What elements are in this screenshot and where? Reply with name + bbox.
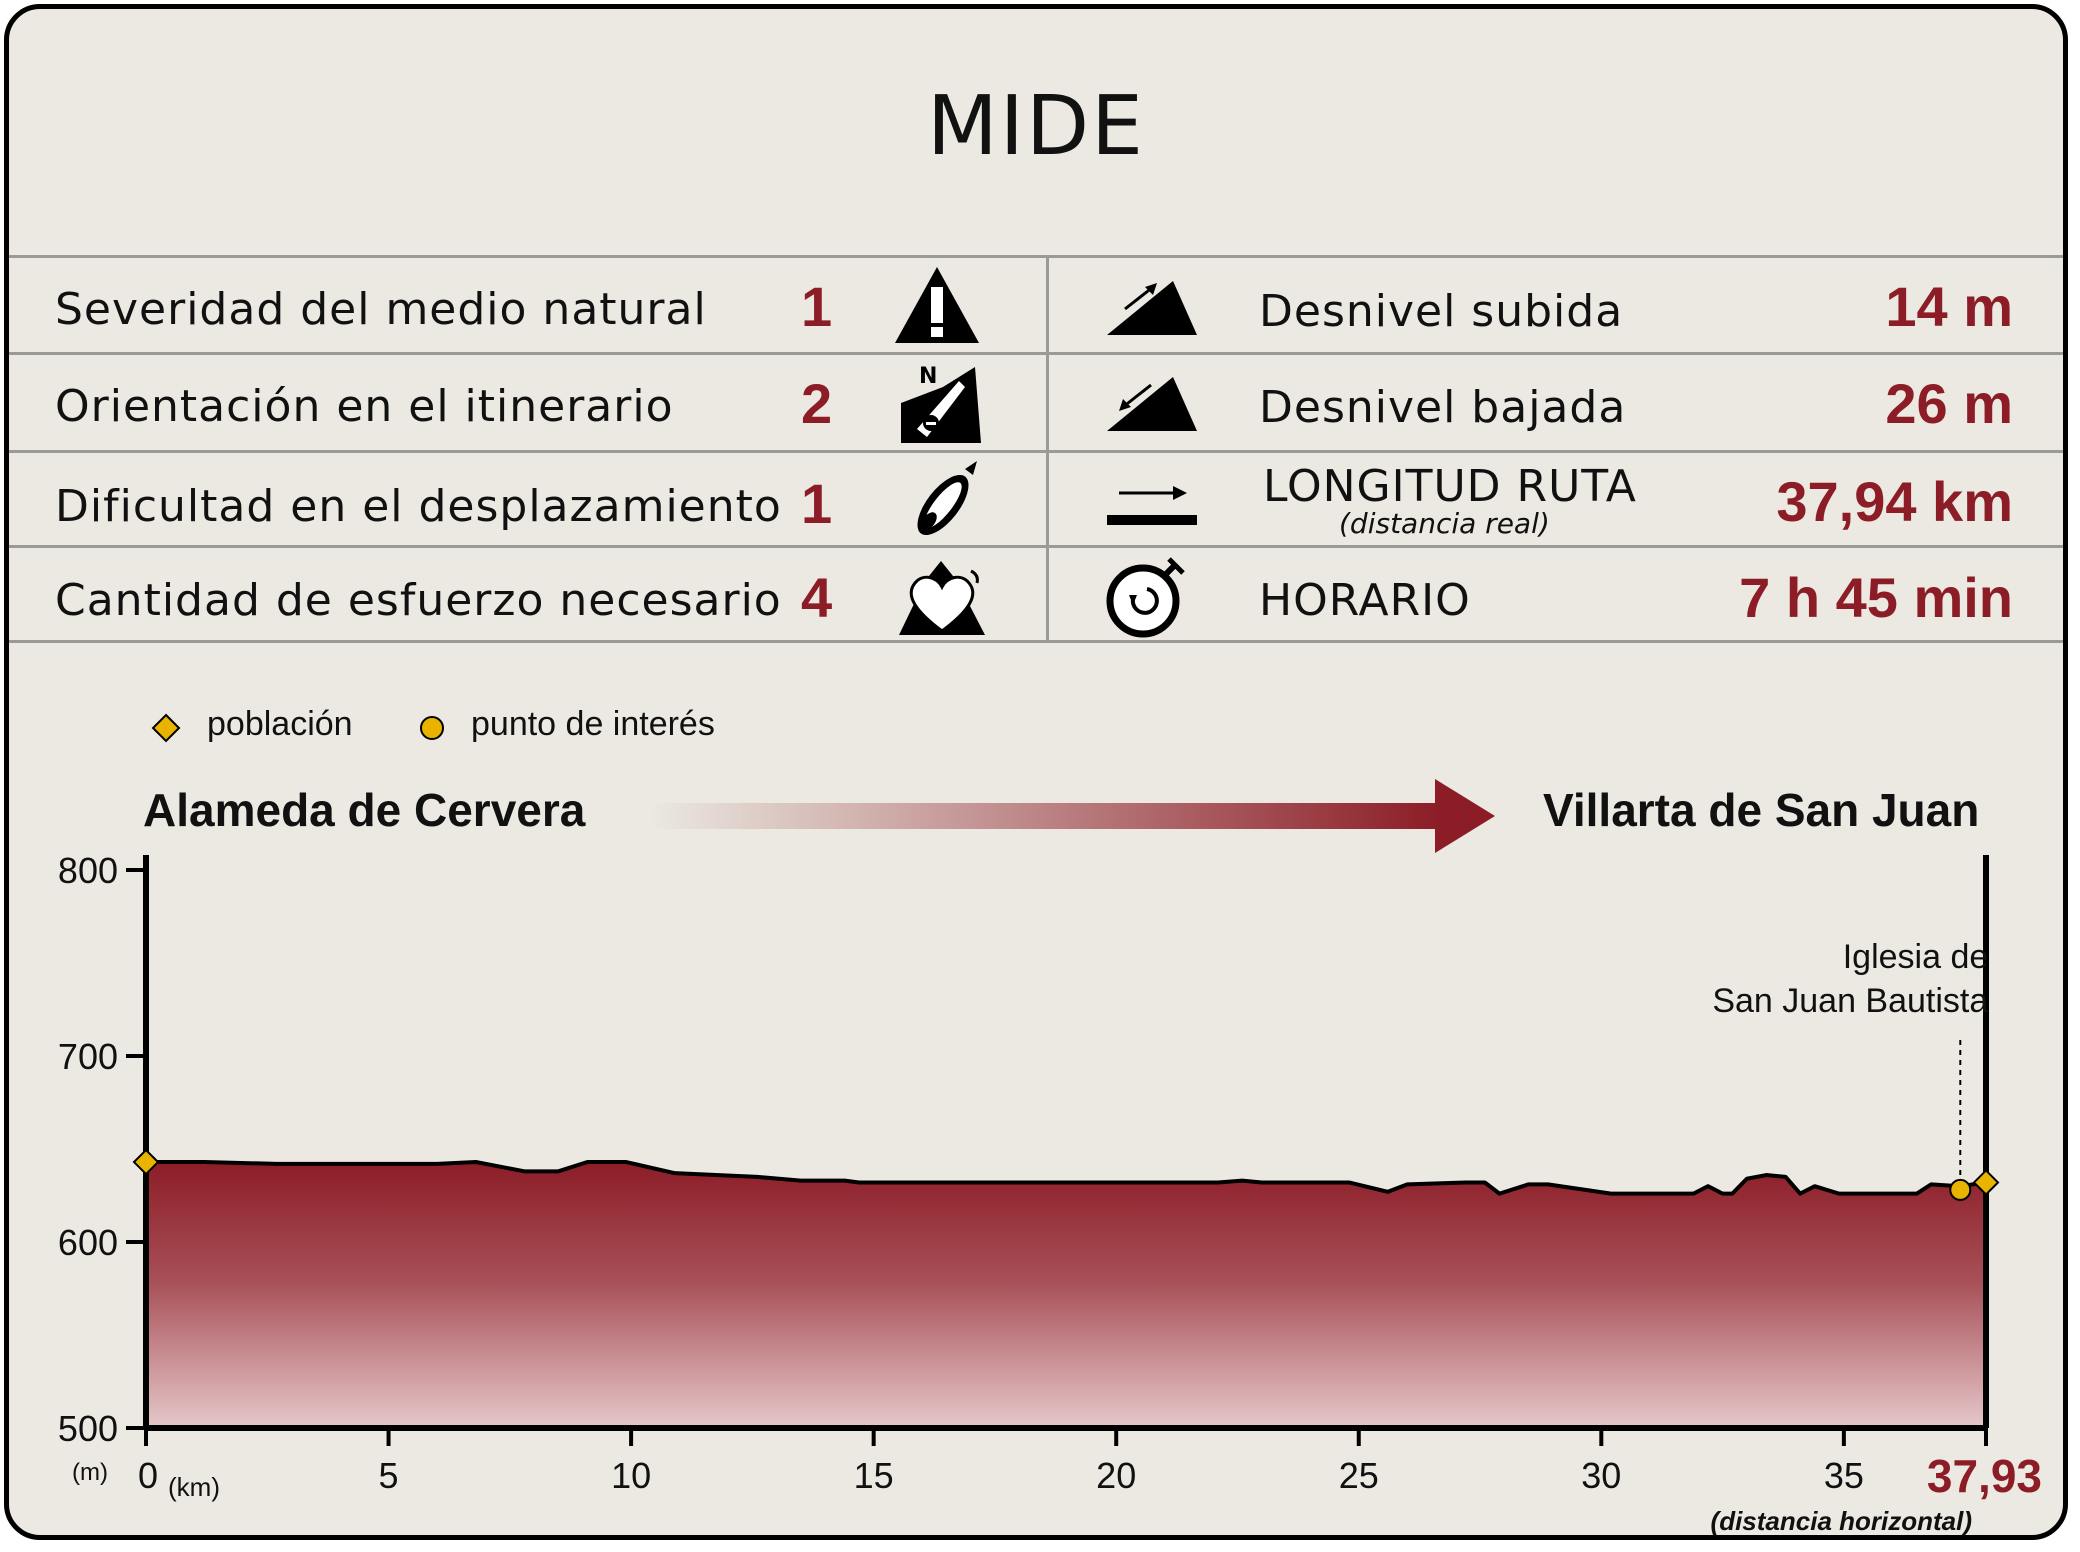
- x-tick-label: 20: [1096, 1455, 1136, 1496]
- descent-label: Desnivel bajada: [1259, 382, 1627, 433]
- legend-label-punto-interes: punto de interés: [471, 705, 715, 743]
- poblacion-marker: [132, 1148, 160, 1176]
- row-divider: [9, 545, 2063, 548]
- y-tick-label: 800: [58, 850, 118, 891]
- row-divider: [9, 450, 2063, 453]
- mide-label-esfuerzo: Cantidad de esfuerzo necesario: [55, 575, 782, 626]
- x-end-sublabel: (distancia horizontal): [1711, 1506, 1972, 1536]
- mide-label-severidad: Severidad del medio natural: [55, 284, 707, 335]
- x-tick-label: 25: [1339, 1455, 1379, 1496]
- mide-score-esfuerzo: 4: [801, 566, 833, 629]
- schedule-label: HORARIO: [1259, 575, 1471, 626]
- mide-score-dificultad: 1: [801, 472, 833, 535]
- poblacion-marker: [1972, 1169, 2000, 1196]
- x-tick-label: 10: [611, 1455, 651, 1496]
- x-axis-unit: (km): [168, 1472, 220, 1502]
- length-label: LONGITUD RUTA: [1263, 461, 1637, 512]
- circle-marker-icon: [420, 716, 444, 740]
- y-tick-label: 700: [58, 1036, 118, 1077]
- orientation-compass-icon: N: [901, 364, 981, 443]
- mide-score-severidad: 1: [801, 275, 833, 338]
- x-tick-label: 15: [854, 1455, 894, 1496]
- x-tick-label: 5: [379, 1455, 399, 1496]
- y-tick-label: 600: [58, 1222, 118, 1263]
- y-axis-unit: (m): [72, 1459, 108, 1486]
- length-value: 37,94 km: [1776, 470, 2013, 533]
- length-sublabel: (distancia real): [1339, 507, 1550, 540]
- ascent-value: 14 m: [1885, 275, 2013, 338]
- x-tick-label: 30: [1581, 1455, 1621, 1496]
- poi-marker: [1949, 1178, 1972, 1201]
- table-top-border: [9, 255, 2063, 258]
- descent-value: 26 m: [1885, 372, 2013, 435]
- poi-label: Iglesia de: [1843, 938, 1989, 976]
- descent-icon: [1107, 377, 1197, 431]
- svg-text:N: N: [919, 364, 937, 389]
- ascent-icon: [1107, 281, 1197, 335]
- page-title: MIDE: [927, 79, 1145, 174]
- poi-label: San Juan Bautista: [1712, 982, 1988, 1020]
- schedule-value: 7 h 45 min: [1739, 566, 2013, 629]
- direction-arrow-icon: [649, 779, 1495, 853]
- mide-label-orientacion: Orientación en el itinerario: [55, 381, 674, 432]
- x-end-label: 37,93: [1927, 1450, 2042, 1502]
- elevation-line: [146, 1160, 1987, 1196]
- row-divider: [9, 352, 2063, 355]
- table-bottom-border: [9, 640, 2063, 643]
- elevation-area: [146, 1162, 1986, 1428]
- mide-label-dificultad: Dificultad en el desplazamiento: [55, 481, 782, 532]
- stopwatch-icon: [1106, 557, 1185, 638]
- footprint-icon: [917, 461, 977, 536]
- end-place: Villarta de San Juan: [1543, 784, 1980, 836]
- heart-effort-icon: [899, 561, 985, 635]
- legend-label-poblacion: población: [207, 705, 353, 743]
- mide-score-orientacion: 2: [801, 372, 833, 435]
- x-tick-label: 0: [138, 1455, 158, 1496]
- y-tick-label: 500: [58, 1408, 118, 1449]
- ascent-label: Desnivel subida: [1259, 286, 1624, 337]
- column-divider: [1046, 255, 1049, 643]
- x-tick-label: 35: [1824, 1455, 1864, 1496]
- warning-mountain-icon: [895, 267, 979, 343]
- length-arrow-icon: [1107, 486, 1197, 525]
- start-place: Alameda de Cervera: [143, 784, 586, 836]
- diamond-marker-icon: [151, 713, 181, 743]
